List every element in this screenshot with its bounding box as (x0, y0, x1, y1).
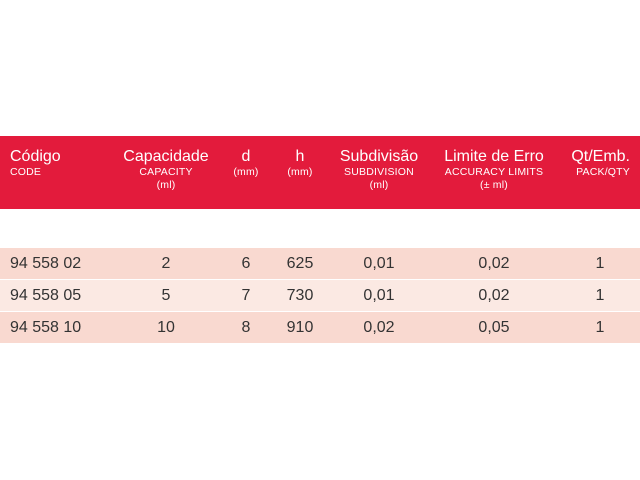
cell-accuracy: 0,05 (478, 319, 510, 336)
row-divider (0, 279, 640, 280)
header-h-label: h (295, 148, 305, 165)
cell-capacity: 2 (161, 255, 171, 272)
header-capacity-unit: (ml) (156, 179, 176, 191)
header-d-label: d (241, 148, 251, 165)
header-capacity-sub: CAPACITY (139, 166, 193, 178)
header-capacity: Capacidade CAPACITY (ml) (118, 136, 214, 209)
cell-subdivision: 0,02 (363, 319, 395, 336)
table-row: 94 558 10 10 8 910 0,02 0,05 1 (0, 312, 640, 343)
cell-qty: 1 (595, 319, 605, 336)
cell-capacity: 10 (157, 319, 175, 336)
cell-h: 730 (286, 287, 314, 304)
cell-accuracy: 0,02 (478, 255, 510, 272)
cell-subdivision: 0,01 (363, 255, 395, 272)
cell-subdivision: 0,01 (363, 287, 395, 304)
header-subdivision: Subdivisão SUBDIVISION (ml) (332, 136, 426, 209)
cell-accuracy: 0,02 (478, 287, 510, 304)
cell-code: 94 558 05 (10, 287, 82, 304)
cell-h: 625 (286, 255, 314, 272)
table-header: Código CODE Capacidade CAPACITY (ml) d (… (0, 136, 640, 209)
row-divider (0, 311, 640, 312)
cell-qty: 1 (595, 287, 605, 304)
header-h-unit: (mm) (287, 166, 313, 178)
cell-code: 94 558 10 (10, 319, 82, 336)
header-code: Código CODE (10, 136, 61, 209)
cell-capacity: 5 (161, 287, 171, 304)
header-accuracy: Limite de Erro ACCURACY LIMITS (± ml) (436, 136, 552, 209)
header-code-sub: CODE (10, 166, 42, 178)
header-h: h (mm) (280, 136, 320, 209)
cell-d: 6 (241, 255, 251, 272)
header-subdivision-label: Subdivisão (339, 148, 419, 165)
header-qty-sub: PACK/QTY (576, 166, 630, 178)
header-qty-label: Qt/Emb. (571, 148, 630, 165)
header-capacity-label: Capacidade (123, 148, 209, 165)
header-d: d (mm) (226, 136, 266, 209)
cell-d: 7 (241, 287, 251, 304)
cell-qty: 1 (595, 255, 605, 272)
header-accuracy-label: Limite de Erro (444, 148, 544, 165)
header-qty: Qt/Emb. PACK/QTY (571, 136, 630, 209)
table-row: 94 558 02 2 6 625 0,01 0,02 1 (0, 248, 640, 279)
cell-h: 910 (286, 319, 314, 336)
header-accuracy-unit: (± ml) (480, 179, 508, 191)
header-accuracy-sub: ACCURACY LIMITS (444, 166, 544, 178)
header-subdivision-sub: SUBDIVISION (344, 166, 414, 178)
header-subdivision-unit: (ml) (369, 179, 389, 191)
cell-d: 8 (241, 319, 251, 336)
header-code-label: Código (10, 148, 61, 165)
header-d-unit: (mm) (233, 166, 259, 178)
cell-code: 94 558 02 (10, 255, 82, 272)
table-row: 94 558 05 5 7 730 0,01 0,02 1 (0, 280, 640, 311)
